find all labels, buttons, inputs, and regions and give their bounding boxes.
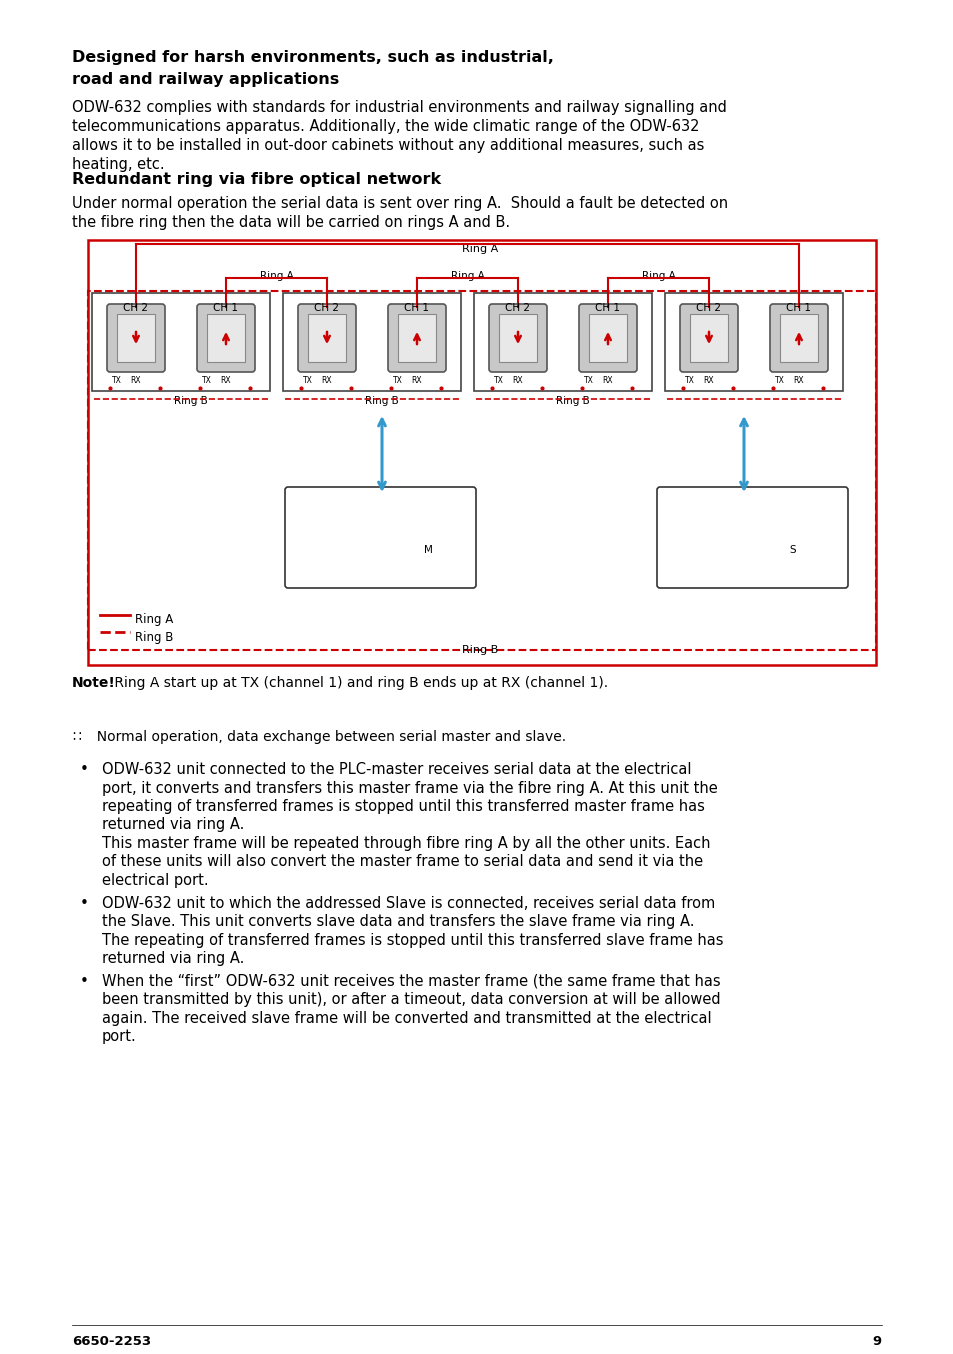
Text: TX: TX xyxy=(202,376,212,385)
FancyBboxPatch shape xyxy=(297,305,355,372)
Text: PLC: PLC xyxy=(357,508,401,528)
Text: electrical port.: electrical port. xyxy=(102,873,209,888)
Text: allows it to be installed in out-door cabinets without any additional measures, : allows it to be installed in out-door ca… xyxy=(71,138,703,153)
Text: Ring B: Ring B xyxy=(365,395,398,406)
Text: returned via ring A.: returned via ring A. xyxy=(102,818,244,833)
Text: RX: RX xyxy=(601,376,612,385)
Text: again. The received slave frame will be converted and transmitted at the electri: again. The received slave frame will be … xyxy=(102,1010,711,1025)
Text: PLC: PLC xyxy=(729,508,773,528)
Text: •: • xyxy=(79,895,89,910)
Text: road and railway applications: road and railway applications xyxy=(71,72,339,87)
Bar xyxy=(397,314,436,362)
Text: CH 1: CH 1 xyxy=(404,303,429,313)
Text: heating, etc.: heating, etc. xyxy=(71,157,165,172)
Bar xyxy=(498,314,537,362)
Text: port.: port. xyxy=(102,1029,136,1044)
Text: CH 1: CH 1 xyxy=(213,303,238,313)
FancyBboxPatch shape xyxy=(107,305,165,372)
Text: the fibre ring then the data will be carried on rings A and B.: the fibre ring then the data will be car… xyxy=(71,215,510,230)
Text: •: • xyxy=(79,762,89,777)
Text: ODW-632 unit connected to the PLC-master receives serial data at the electrical: ODW-632 unit connected to the PLC-master… xyxy=(102,762,691,777)
Text: of these units will also convert the master frame to serial data and send it via: of these units will also convert the mas… xyxy=(102,854,702,869)
Text: ODW-632 complies with standards for industrial environments and railway signalli: ODW-632 complies with standards for indu… xyxy=(71,100,726,115)
Text: Master, unit: Master, unit xyxy=(335,532,423,547)
Text: repeating of transferred frames is stopped until this transferred master frame h: repeating of transferred frames is stopp… xyxy=(102,799,704,814)
Text: TX: TX xyxy=(393,376,402,385)
Text: When the “first” ODW-632 unit receives the master frame (the same frame that has: When the “first” ODW-632 unit receives t… xyxy=(102,974,720,988)
Text: CH 1: CH 1 xyxy=(595,303,619,313)
Text: TX: TX xyxy=(112,376,122,385)
Text: TX: TX xyxy=(303,376,313,385)
Bar xyxy=(474,292,651,391)
Text: TX: TX xyxy=(774,376,784,385)
Text: Designed for harsh environments, such as industrial,: Designed for harsh environments, such as… xyxy=(71,50,554,65)
Text: Ring A start up at TX (channel 1) and ring B ends up at RX (channel 1).: Ring A start up at TX (channel 1) and ri… xyxy=(110,676,607,691)
Text: Ring A: Ring A xyxy=(135,613,173,627)
Text: CH 2: CH 2 xyxy=(505,303,530,313)
FancyBboxPatch shape xyxy=(769,305,827,372)
Text: M: M xyxy=(423,546,433,555)
Text: •: • xyxy=(79,974,89,988)
Text: RX: RX xyxy=(792,376,802,385)
Text: RX: RX xyxy=(702,376,713,385)
Text: CH 2: CH 2 xyxy=(314,303,339,313)
Text: CH 2: CH 2 xyxy=(123,303,149,313)
Text: Note!: Note! xyxy=(71,676,115,691)
Text: RX: RX xyxy=(512,376,522,385)
Text: ∷: ∷ xyxy=(71,730,81,743)
Text: Ring A: Ring A xyxy=(641,271,675,282)
Bar xyxy=(88,240,875,665)
Bar xyxy=(308,314,346,362)
Text: returned via ring A.: returned via ring A. xyxy=(102,951,244,965)
FancyBboxPatch shape xyxy=(578,305,637,372)
FancyBboxPatch shape xyxy=(196,305,254,372)
Bar xyxy=(689,314,727,362)
Text: 9: 9 xyxy=(872,1335,882,1349)
Text: Ring B: Ring B xyxy=(461,645,497,655)
Text: Redundant ring via fibre optical network: Redundant ring via fibre optical network xyxy=(71,172,440,187)
Text: Ring A: Ring A xyxy=(259,271,294,282)
Bar xyxy=(283,292,460,391)
Bar xyxy=(207,314,245,362)
Text: CH 2: CH 2 xyxy=(696,303,720,313)
Bar xyxy=(91,292,270,391)
FancyBboxPatch shape xyxy=(657,487,847,588)
Text: 6650-2253: 6650-2253 xyxy=(71,1335,151,1349)
Text: RX: RX xyxy=(320,376,332,385)
Text: port, it converts and transfers this master frame via the fibre ring A. At this : port, it converts and transfers this mas… xyxy=(102,780,717,796)
Text: The repeating of transferred frames is stopped until this transferred slave fram: The repeating of transferred frames is s… xyxy=(102,933,722,948)
Text: Ring A: Ring A xyxy=(450,271,484,282)
Text: CH 1: CH 1 xyxy=(785,303,811,313)
Text: RX: RX xyxy=(130,376,140,385)
Text: This master frame will be repeated through fibre ring A by all the other units. : This master frame will be repeated throu… xyxy=(102,835,710,852)
Bar xyxy=(588,314,626,362)
Text: RX: RX xyxy=(220,376,231,385)
Bar xyxy=(780,314,817,362)
FancyBboxPatch shape xyxy=(285,487,476,588)
Text: TX: TX xyxy=(684,376,694,385)
Text: Ring B: Ring B xyxy=(135,631,173,643)
Bar xyxy=(117,314,154,362)
Text: Ring A: Ring A xyxy=(461,244,497,255)
Text: Normal operation, data exchange between serial master and slave.: Normal operation, data exchange between … xyxy=(88,730,565,743)
FancyBboxPatch shape xyxy=(489,305,546,372)
Text: RX: RX xyxy=(411,376,421,385)
Text: TX: TX xyxy=(583,376,594,385)
Text: the Slave. This unit converts slave data and transfers the slave frame via ring : the Slave. This unit converts slave data… xyxy=(102,914,694,929)
Text: Ring B: Ring B xyxy=(174,395,208,406)
Text: Under normal operation the serial data is sent over ring A.  Should a fault be d: Under normal operation the serial data i… xyxy=(71,196,727,211)
Text: TX: TX xyxy=(494,376,503,385)
Bar xyxy=(664,292,842,391)
Bar xyxy=(88,291,875,650)
FancyBboxPatch shape xyxy=(388,305,446,372)
Text: ODW-632 unit to which the addressed Slave is connected, receives serial data fro: ODW-632 unit to which the addressed Slav… xyxy=(102,895,715,910)
FancyBboxPatch shape xyxy=(679,305,738,372)
Text: been transmitted by this unit), or after a timeout, data conversion at will be a: been transmitted by this unit), or after… xyxy=(102,992,720,1007)
Text: telecommunications apparatus. Additionally, the wide climatic range of the ODW-6: telecommunications apparatus. Additional… xyxy=(71,119,699,134)
Text: S: S xyxy=(788,546,795,555)
Text: Slave, unit: Slave, unit xyxy=(712,532,790,547)
Text: Ring B: Ring B xyxy=(556,395,589,406)
